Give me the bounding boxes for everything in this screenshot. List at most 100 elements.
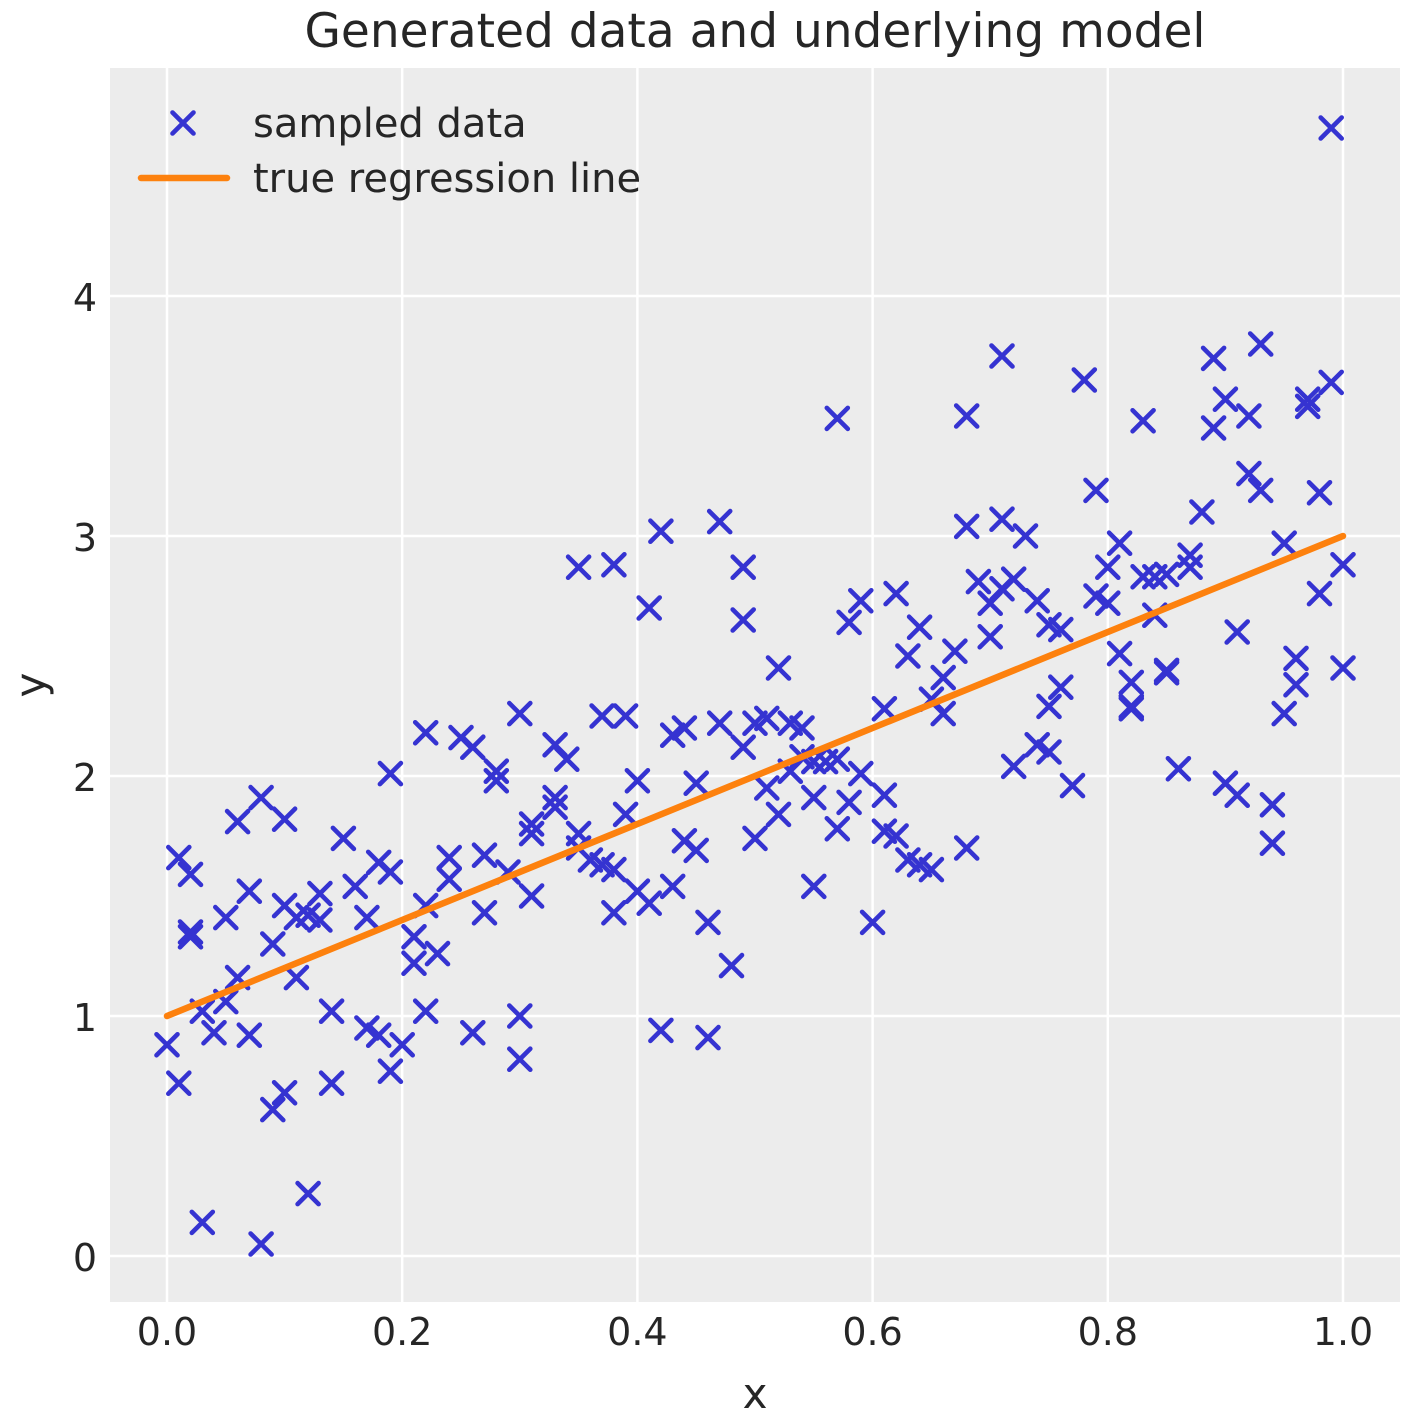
- data-point-marker: [612, 801, 639, 828]
- data-point-marker: [506, 700, 533, 727]
- x-tick-label: 0.8: [1078, 1310, 1138, 1354]
- data-point-marker: [1106, 640, 1133, 667]
- data-point-marker: [177, 861, 204, 888]
- data-point-marker: [436, 866, 463, 893]
- data-point-marker: [377, 760, 404, 787]
- data-point-marker: [1200, 415, 1227, 441]
- data-point-marker: [695, 1024, 721, 1051]
- data-point-marker: [1165, 755, 1192, 782]
- legend-label-sampled-data: sampled data: [253, 101, 527, 147]
- data-point-marker: [377, 859, 404, 885]
- data-point-marker: [1083, 583, 1109, 609]
- data-point-marker: [730, 734, 757, 761]
- data-point-marker: [1118, 695, 1145, 722]
- data-point-marker: [248, 1231, 274, 1257]
- data-point-marker: [659, 873, 686, 900]
- data-point-marker: [836, 789, 862, 816]
- data-point-marker: [636, 595, 663, 621]
- data-point-marker: [930, 700, 957, 727]
- y-tick-label: 0: [73, 1236, 97, 1280]
- data-point-marker: [812, 748, 839, 775]
- data-point-marker: [671, 715, 698, 741]
- data-point-marker: [953, 835, 980, 861]
- data-point-marker: [836, 609, 862, 636]
- data-point-marker: [847, 760, 874, 787]
- data-point-marker: [342, 873, 369, 900]
- data-point-marker: [506, 1046, 533, 1072]
- data-point-marker: [648, 1017, 674, 1044]
- data-point-marker: [318, 998, 345, 1025]
- y-tick-labels: 0 1 2 3 4: [73, 276, 97, 1280]
- data-point-marker: [1271, 530, 1297, 557]
- data-point-marker: [1048, 616, 1074, 643]
- data-point-marker: [648, 518, 674, 545]
- data-point-marker: [601, 551, 627, 578]
- data-point-marker: [706, 710, 733, 737]
- data-point-marker: [365, 1022, 392, 1048]
- x-tick-label: 0.6: [842, 1310, 902, 1354]
- data-point-marker: [318, 1070, 345, 1096]
- data-point-marker: [895, 643, 921, 669]
- data-point-marker: [989, 343, 1015, 369]
- data-point-marker: [1306, 580, 1333, 607]
- data-point-marker: [1236, 460, 1262, 487]
- legend-label-true-regression-line: true regression line: [253, 156, 641, 202]
- data-point-marker: [765, 801, 792, 828]
- data-point-marker: [930, 664, 957, 691]
- data-point-marker: [1177, 554, 1203, 581]
- x-tick-label: 0.0: [137, 1310, 197, 1354]
- data-point-marker: [730, 554, 757, 581]
- data-point-marker: [389, 1032, 416, 1058]
- data-point-marker: [1259, 791, 1286, 818]
- x-tick-label: 0.2: [372, 1310, 432, 1354]
- data-point-marker: [1212, 386, 1239, 413]
- data-point-marker: [589, 703, 615, 729]
- data-point-marker: [166, 844, 192, 871]
- data-point-marker: [542, 784, 568, 811]
- data-point-marker: [1095, 554, 1121, 581]
- data-point-marker: [883, 823, 909, 849]
- data-point-marker: [459, 734, 486, 761]
- data-point-marker: [1024, 731, 1050, 758]
- data-point-marker: [753, 775, 780, 801]
- data-point-marker: [542, 794, 568, 821]
- data-point-marker: [1318, 115, 1344, 141]
- data-point-marker: [259, 1096, 286, 1123]
- data-point-marker: [624, 767, 651, 794]
- data-point-marker: [977, 623, 1004, 650]
- data-point-marker: [942, 638, 968, 665]
- data-point-marker: [471, 899, 498, 926]
- data-point-marker: [1330, 655, 1356, 681]
- regression-line: [163, 532, 1347, 1020]
- data-point-marker: [977, 590, 1004, 617]
- data-point-marker: [789, 715, 815, 741]
- data-point-marker: [330, 825, 357, 852]
- data-point-marker: [401, 923, 427, 950]
- scatter-points: [154, 115, 1356, 1257]
- data-point-marker: [1283, 645, 1309, 672]
- data-point-marker: [1153, 659, 1180, 686]
- data-point-marker: [553, 746, 580, 773]
- data-point-marker: [1318, 369, 1344, 396]
- data-point-marker: [1059, 772, 1086, 799]
- data-point-marker: [800, 873, 827, 900]
- data-point-marker: [271, 1080, 298, 1106]
- data-point-marker: [871, 695, 898, 722]
- data-point-marker: [965, 568, 992, 595]
- data-point-marker: [1000, 753, 1027, 780]
- data-point-marker: [1071, 367, 1098, 393]
- data-point-marker: [412, 719, 439, 746]
- data-point-marker: [1036, 693, 1062, 720]
- data-point-marker: [742, 710, 768, 737]
- data-point-marker: [1189, 499, 1215, 525]
- data-point-marker: [506, 1003, 533, 1029]
- data-point-marker: [283, 964, 310, 991]
- data-point-marker: [659, 722, 686, 749]
- data-point-marker: [483, 767, 510, 794]
- data-point-marker: [307, 880, 333, 907]
- data-point-marker: [859, 909, 886, 936]
- data-point-marker: [601, 856, 627, 883]
- data-point-marker: [1012, 523, 1039, 549]
